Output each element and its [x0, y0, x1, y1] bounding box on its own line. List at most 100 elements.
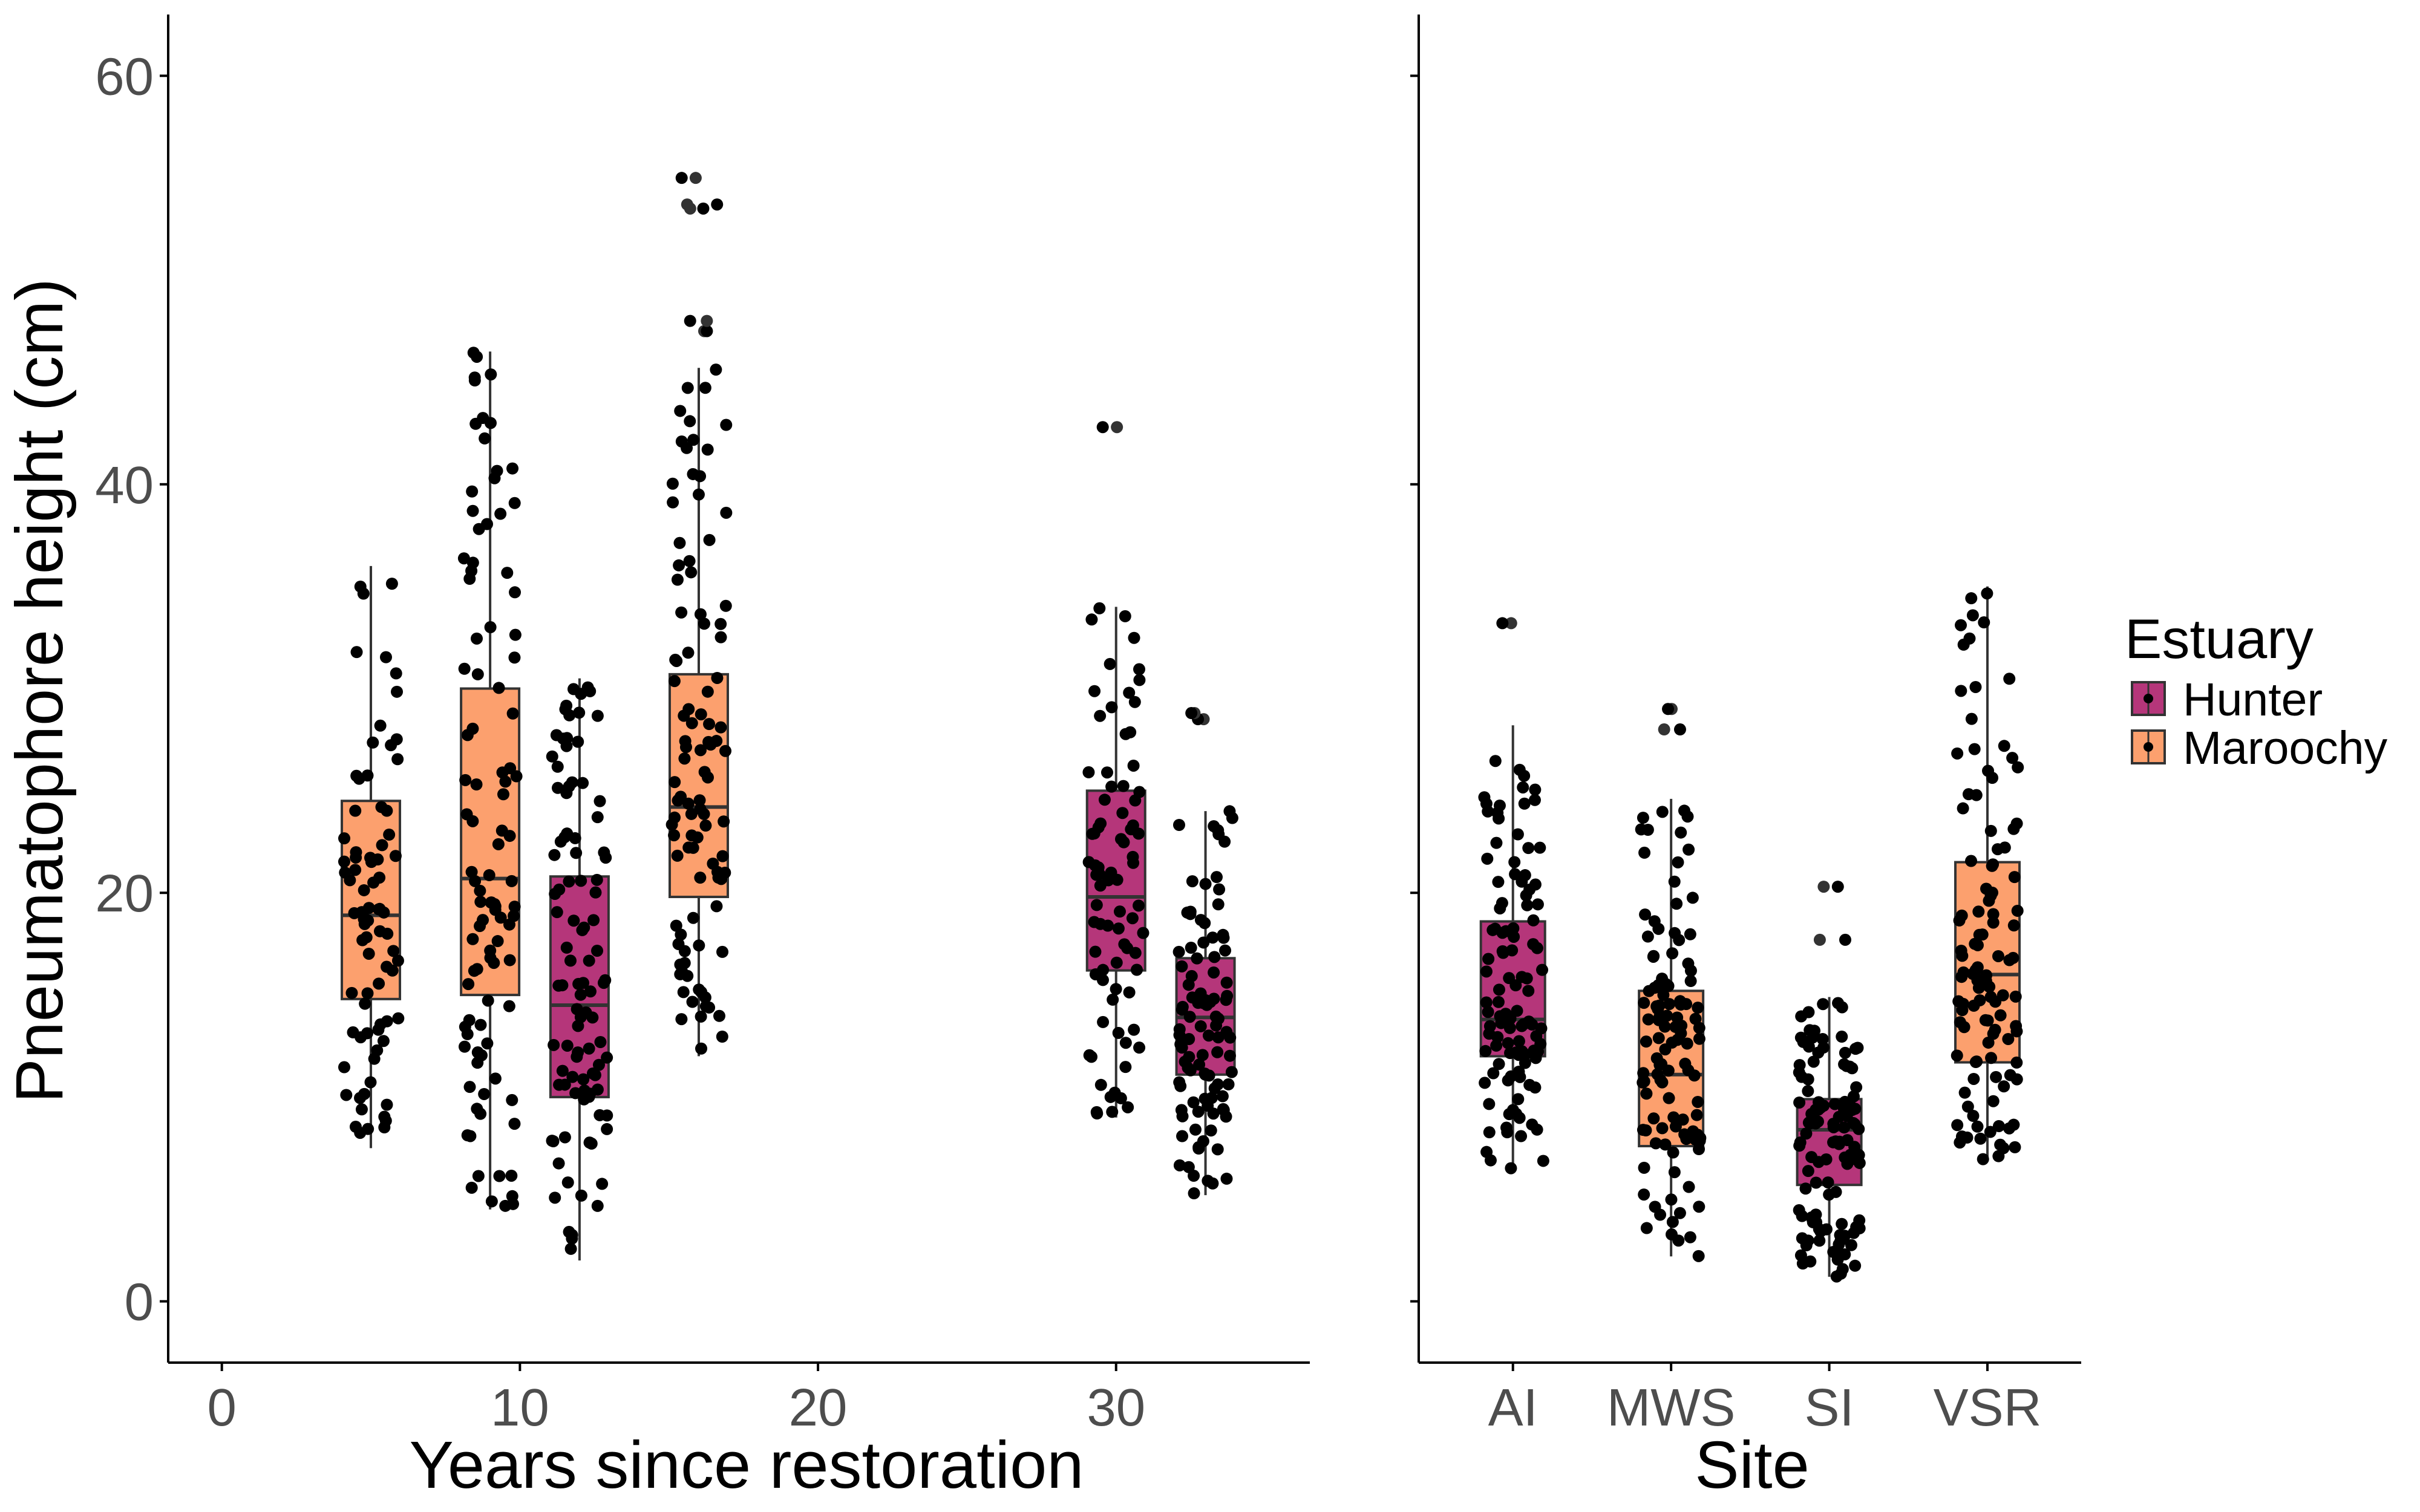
data-point — [668, 829, 681, 842]
data-point — [1137, 927, 1150, 939]
data-point — [381, 804, 393, 817]
data-point — [671, 573, 684, 586]
data-point — [694, 803, 707, 815]
data-point — [1182, 1161, 1195, 1173]
data-point — [1813, 1234, 1826, 1247]
data-point — [561, 1176, 574, 1189]
data-point — [1954, 1016, 1966, 1029]
data-point — [575, 1189, 587, 1202]
data-point — [509, 628, 522, 641]
data-point — [463, 573, 476, 585]
data-point — [672, 794, 684, 807]
data-point — [1979, 1014, 1992, 1026]
data-point — [1992, 1150, 2005, 1162]
y-tick-label: 60 — [95, 47, 154, 106]
data-point — [373, 977, 385, 990]
data-point — [1980, 882, 1993, 895]
data-point — [551, 760, 564, 773]
data-point — [685, 829, 698, 842]
data-point — [677, 986, 690, 999]
data-point — [462, 978, 475, 991]
data-point — [1810, 1208, 1822, 1221]
data-point — [591, 1199, 604, 1212]
data-point — [1977, 1153, 1989, 1165]
data-point — [666, 477, 679, 490]
data-point — [504, 762, 517, 775]
data-point — [1637, 1124, 1649, 1136]
data-point — [1647, 950, 1660, 963]
data-point — [1480, 797, 1493, 810]
data-point — [2002, 1032, 2015, 1045]
data-point — [1515, 1130, 1528, 1142]
data-point — [564, 954, 577, 967]
data-point — [1226, 812, 1238, 824]
data-point — [567, 914, 580, 927]
data-point — [1082, 766, 1095, 778]
data-point — [355, 1103, 368, 1116]
data-point — [716, 850, 729, 862]
data-point — [1212, 1012, 1225, 1025]
x-tick-label: 30 — [1087, 1378, 1145, 1437]
data-point — [716, 1031, 728, 1043]
data-point — [1666, 947, 1679, 960]
data-point — [1635, 823, 1647, 836]
data-point — [1802, 1085, 1814, 1098]
data-point — [503, 830, 516, 842]
data-point — [695, 708, 707, 721]
data-point — [1669, 1020, 1682, 1033]
data-point — [1208, 951, 1221, 963]
data-point — [1833, 1110, 1845, 1123]
data-point — [719, 599, 732, 612]
data-point — [1848, 1118, 1861, 1130]
data-point — [1668, 875, 1681, 888]
data-point — [687, 911, 699, 924]
data-point — [1683, 1181, 1695, 1193]
data-point — [1528, 793, 1541, 806]
data-point — [1183, 1011, 1196, 1023]
data-point — [720, 419, 733, 431]
data-point — [508, 1118, 521, 1130]
data-point — [695, 1042, 708, 1055]
data-point — [484, 621, 497, 634]
data-point — [361, 769, 374, 782]
site-box-3 — [1951, 586, 2024, 1165]
data-point — [699, 991, 711, 1004]
data-point — [1987, 1095, 2000, 1107]
data-point — [1094, 817, 1107, 830]
data-point — [1225, 1066, 1238, 1078]
data-point — [594, 1035, 607, 1048]
data-point — [1482, 1006, 1494, 1018]
data-point — [1534, 841, 1546, 854]
data-point — [1086, 827, 1099, 840]
data-point — [1638, 1188, 1650, 1201]
data-point — [2007, 951, 2019, 964]
data-point — [1985, 1052, 1998, 1064]
legend-title: Estuary — [2125, 608, 2314, 670]
data-point — [547, 1135, 560, 1148]
data-point — [678, 752, 691, 765]
data-point — [666, 818, 678, 831]
data-point — [1830, 1270, 1843, 1283]
data-point — [371, 853, 384, 866]
data-point — [494, 507, 507, 520]
data-point — [571, 1051, 583, 1063]
data-point — [1637, 1076, 1649, 1089]
data-point — [1693, 1032, 1705, 1045]
data-point — [1512, 1066, 1525, 1078]
data-point — [1806, 1031, 1819, 1044]
data-point — [1191, 952, 1203, 965]
data-point — [1640, 1222, 1653, 1234]
data-point — [1184, 905, 1197, 918]
data-point — [711, 671, 724, 684]
data-point — [695, 1010, 707, 1023]
data-point — [1502, 1037, 1514, 1049]
data-point — [1971, 939, 1984, 951]
data-point — [1529, 783, 1542, 796]
data-point — [1838, 1121, 1851, 1134]
data-point — [1108, 1086, 1121, 1099]
data-point — [1830, 1185, 1842, 1198]
data-point — [550, 729, 563, 741]
data-point — [1849, 1259, 1862, 1272]
data-point — [1519, 869, 1531, 882]
data-point — [1487, 1067, 1500, 1080]
